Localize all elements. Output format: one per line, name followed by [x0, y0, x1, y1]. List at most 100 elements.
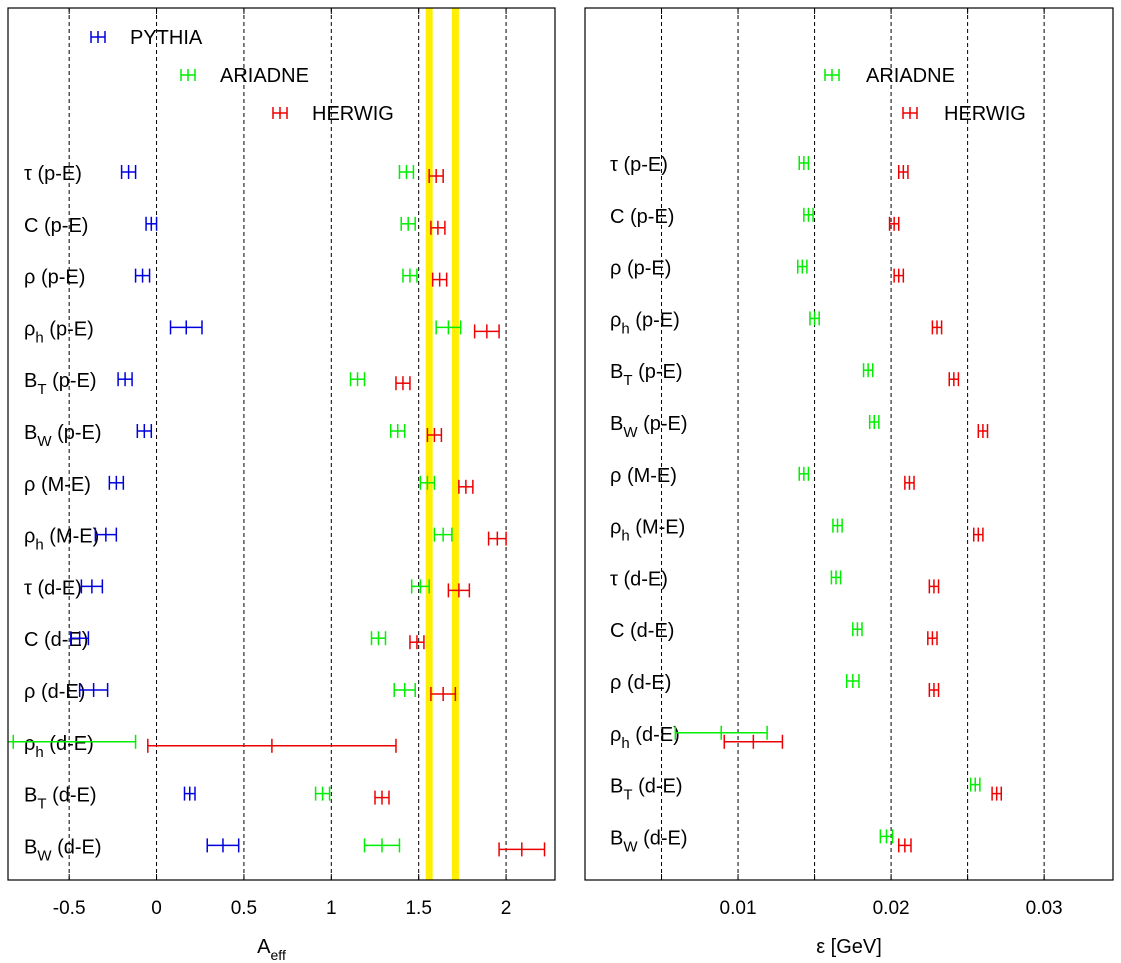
row-label: BT (p-E): [24, 370, 97, 398]
data-point-ariadne: [402, 268, 418, 283]
row-label: ρh (M-E): [24, 526, 99, 554]
data-point-herwig: [430, 220, 446, 235]
x-tick-label: 0.03: [1026, 898, 1063, 919]
data-point-ariadne: [798, 156, 810, 170]
data-point-ariadne: [435, 320, 462, 335]
data-point-ariadne: [830, 570, 842, 585]
data-point-herwig: [428, 169, 444, 183]
data-point-herwig: [991, 786, 1003, 801]
data-point-herwig: [431, 272, 448, 287]
data-point-ariadne: [400, 216, 416, 231]
data-point-ariadne: [410, 579, 430, 594]
data-point-ariadne: [969, 777, 981, 792]
x-tick-label: 1: [326, 898, 337, 919]
data-point-ariadne: [798, 466, 810, 481]
row-label: BW (p-E): [610, 413, 688, 441]
data-point-herwig: [931, 320, 943, 335]
plot-frame: [7, 7, 556, 881]
data-point-ariadne: [8, 734, 137, 749]
row-label: ρh (p-E): [24, 318, 94, 346]
data-point-ariadne: [393, 683, 416, 697]
legend-entry-ariadne: ARIADNE: [824, 65, 955, 87]
row-label: ρh (d-E): [610, 724, 680, 752]
right-panel-epsilon: 0.01 0.02 0.03 ε [GeV] τ (p-E) C (p-E) ρ (p-E)…: [584, 7, 1114, 958]
data-point-ariadne: [852, 622, 863, 637]
data-point-ariadne: [879, 829, 894, 844]
row-label: C (p-E): [24, 215, 88, 237]
data-point-herwig: [447, 583, 471, 598]
x-axis-label: Aeff: [257, 936, 286, 963]
data-point-ariadne: [398, 165, 415, 179]
row-label: BW (p-E): [24, 422, 102, 450]
x-tick-label: 2: [501, 898, 512, 919]
row-label: ρ (d-E): [24, 681, 85, 703]
data-point-pythia: [70, 631, 90, 646]
data-point-pythia: [206, 838, 240, 853]
x-tick-label: 1.5: [405, 898, 431, 919]
data-point-herwig: [928, 683, 940, 697]
row-label: BT (p-E): [610, 361, 683, 389]
data-point-ariadne: [363, 838, 401, 853]
data-point-herwig: [948, 372, 960, 387]
data-point-ariadne: [433, 527, 453, 542]
data-point-pythia: [169, 320, 203, 335]
plot-frame: [584, 7, 1114, 881]
data-point-ariadne: [832, 518, 843, 533]
data-point-ariadne: [845, 674, 860, 688]
left-panel-aeff: -0.5 0 0.5 1 1.5 2 Aeff τ (p-E) C (p-E) ρ (p-E) ρh…: [7, 7, 556, 963]
data-point-herwig: [458, 479, 474, 494]
data-point-pythia: [136, 424, 153, 438]
data-point-herwig: [426, 428, 443, 442]
x-axis-label: ε [GeV]: [816, 936, 882, 958]
row-label: τ (d-E): [610, 568, 668, 590]
data-point-ariadne: [674, 725, 768, 740]
data-point-herwig: [888, 216, 900, 231]
row-label: C (d-E): [610, 620, 674, 642]
row-label: ρ (p-E): [610, 258, 671, 280]
data-point-ariadne: [803, 207, 814, 222]
legend-entry-pythia: PYTHIA: [90, 27, 203, 49]
legend-label: HERWIG: [312, 103, 394, 125]
data-point-herwig: [147, 738, 397, 753]
data-point-pythia: [145, 216, 158, 231]
row-label: τ (d-E): [24, 577, 82, 599]
legend-label: PYTHIA: [130, 27, 203, 49]
row-label: ρ (M-E): [24, 474, 91, 496]
legend-entry-ariadne: ARIADNE: [180, 65, 309, 87]
data-point-ariadne: [796, 259, 808, 274]
data-point-herwig: [409, 635, 425, 650]
data-point-pythia: [117, 372, 133, 387]
legend-label: ARIADNE: [220, 65, 309, 87]
row-label: ρ (d-E): [610, 672, 671, 694]
data-point-pythia: [183, 786, 196, 801]
row-label: BW (d-E): [610, 827, 688, 855]
data-point-pythia: [134, 268, 151, 283]
legend-label: HERWIG: [944, 103, 1026, 125]
row-label: ρh (d-E): [24, 733, 94, 761]
row-label: BW (d-E): [24, 836, 102, 864]
row-label: BT (d-E): [24, 785, 97, 813]
row-label: ρ (p-E): [24, 267, 85, 289]
data-point-herwig: [927, 631, 938, 646]
data-point-pythia: [108, 475, 125, 490]
data-point-herwig: [928, 579, 940, 594]
data-point-herwig: [897, 838, 912, 853]
data-point-pythia: [120, 165, 137, 179]
x-tick-label: 0.5: [231, 898, 257, 919]
data-point-herwig: [374, 790, 390, 805]
row-label: τ (p-E): [24, 163, 82, 185]
data-point-pythia: [94, 527, 118, 542]
row-label: C (d-E): [24, 629, 88, 651]
row-label: ρh (M-E): [610, 517, 685, 545]
row-label: ρ (M-E): [610, 465, 677, 487]
legend-entry-herwig: HERWIG: [902, 103, 1026, 125]
data-point-herwig: [904, 475, 915, 490]
x-tick-label: -0.5: [53, 898, 86, 919]
data-point-herwig: [498, 842, 546, 857]
row-label: BT (d-E): [610, 776, 683, 804]
data-point-ariadne: [349, 372, 366, 387]
data-point-herwig: [473, 324, 500, 339]
x-tick-label: 0.02: [873, 898, 910, 919]
data-point-herwig: [395, 376, 411, 391]
